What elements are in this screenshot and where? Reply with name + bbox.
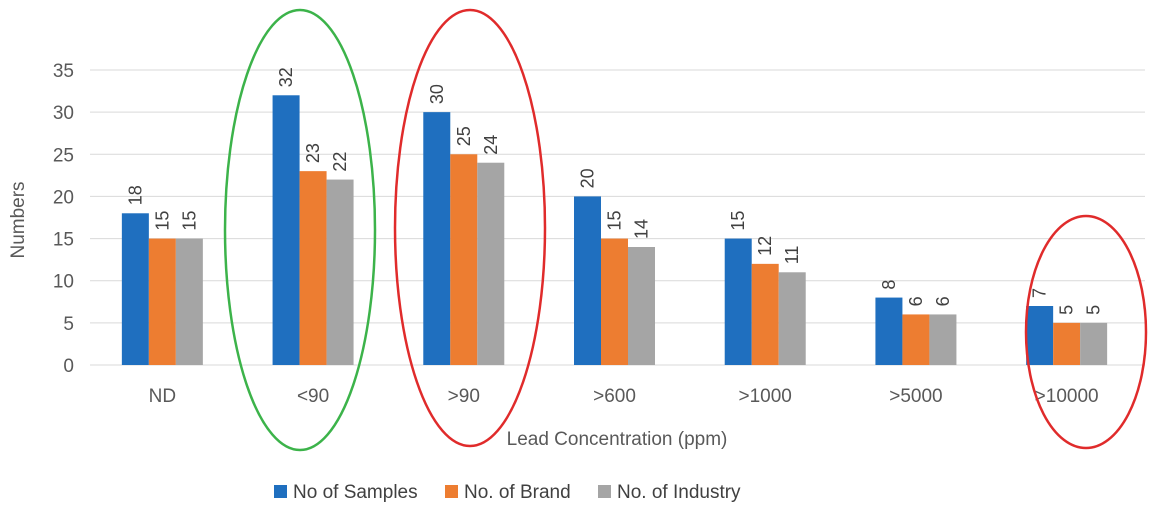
bar bbox=[902, 314, 930, 365]
y-tick-label: 0 bbox=[63, 356, 74, 377]
x-category-label: >600 bbox=[593, 386, 636, 407]
bar bbox=[574, 196, 601, 365]
x-category-label: >1000 bbox=[739, 386, 792, 407]
data-label: 18 bbox=[125, 185, 145, 205]
bar bbox=[423, 112, 451, 366]
bar bbox=[148, 238, 176, 365]
x-axis-categories: ND <90 >90 >600 >1000 >5000 >10000 bbox=[149, 386, 1099, 407]
data-label: 5 bbox=[1084, 305, 1104, 315]
annotation-ellipse bbox=[393, 8, 547, 448]
y-tick-label: 5 bbox=[63, 314, 74, 335]
x-category-label: <90 bbox=[297, 386, 329, 407]
legend: No of Samples No. of Brand No. of Industry bbox=[274, 482, 741, 503]
legend-label: No. of Industry bbox=[617, 482, 741, 503]
bar bbox=[326, 179, 354, 365]
legend-swatch bbox=[274, 485, 287, 498]
bar bbox=[1053, 322, 1081, 365]
y-tick-label: 25 bbox=[53, 145, 74, 166]
data-label: 11 bbox=[782, 246, 802, 265]
data-label: 7 bbox=[1030, 288, 1050, 298]
x-category-label: >90 bbox=[448, 386, 480, 407]
legend-swatch bbox=[598, 485, 611, 498]
data-label: 12 bbox=[755, 236, 775, 256]
bar bbox=[875, 297, 903, 365]
bar bbox=[1080, 322, 1108, 365]
bar bbox=[1026, 306, 1054, 365]
bar bbox=[450, 154, 478, 365]
y-tick-label: 30 bbox=[53, 103, 74, 124]
y-tick-label: 10 bbox=[53, 272, 74, 293]
legend-swatch bbox=[445, 485, 458, 498]
bar bbox=[272, 95, 300, 366]
x-category-label: ND bbox=[149, 386, 176, 407]
data-label: 32 bbox=[276, 67, 296, 87]
bars bbox=[121, 95, 1108, 366]
y-tick-label: 35 bbox=[53, 61, 74, 82]
legend-label: No. of Brand bbox=[464, 482, 571, 503]
data-label: 23 bbox=[303, 143, 323, 163]
x-category-label: >5000 bbox=[889, 386, 942, 407]
data-label: 8 bbox=[879, 280, 899, 290]
bar bbox=[778, 272, 806, 365]
data-label: 15 bbox=[605, 211, 625, 231]
y-tick-label: 15 bbox=[53, 230, 74, 251]
data-label: 6 bbox=[933, 296, 953, 306]
data-label: 15 bbox=[728, 211, 748, 231]
data-label: 22 bbox=[330, 152, 350, 172]
x-axis-title: Lead Concentration (ppm) bbox=[507, 429, 728, 450]
data-label: 6 bbox=[906, 296, 926, 306]
bar bbox=[601, 238, 628, 365]
bar bbox=[121, 213, 149, 365]
bar bbox=[724, 238, 752, 365]
data-label: 14 bbox=[632, 219, 652, 239]
y-axis-title: Numbers bbox=[8, 181, 29, 258]
x-category-label: >10000 bbox=[1035, 386, 1099, 407]
annotation-ellipse bbox=[1024, 214, 1148, 450]
annotation-ellipse bbox=[223, 8, 377, 452]
data-label: 20 bbox=[578, 168, 598, 188]
data-label: 30 bbox=[427, 84, 447, 104]
data-label: 15 bbox=[179, 211, 199, 231]
bar bbox=[175, 238, 203, 365]
bar bbox=[751, 263, 779, 365]
data-label: 5 bbox=[1057, 305, 1077, 315]
data-label: 24 bbox=[481, 135, 501, 155]
bar bbox=[477, 162, 505, 365]
legend-label: No of Samples bbox=[293, 482, 418, 503]
bar bbox=[929, 314, 957, 365]
annotations bbox=[223, 8, 1148, 452]
data-label: 25 bbox=[454, 126, 474, 146]
y-axis-ticks: 0 5 10 15 20 25 30 35 bbox=[53, 61, 74, 377]
bar bbox=[628, 247, 655, 365]
data-label: 15 bbox=[152, 211, 172, 231]
y-tick-label: 20 bbox=[53, 187, 74, 208]
bar bbox=[299, 171, 327, 365]
